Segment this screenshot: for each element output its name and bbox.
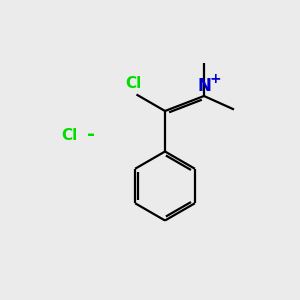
Text: -: - — [88, 125, 95, 145]
Text: Cl: Cl — [125, 76, 141, 91]
Text: +: + — [210, 72, 221, 86]
Text: N: N — [197, 76, 211, 94]
Text: Cl: Cl — [61, 128, 77, 142]
